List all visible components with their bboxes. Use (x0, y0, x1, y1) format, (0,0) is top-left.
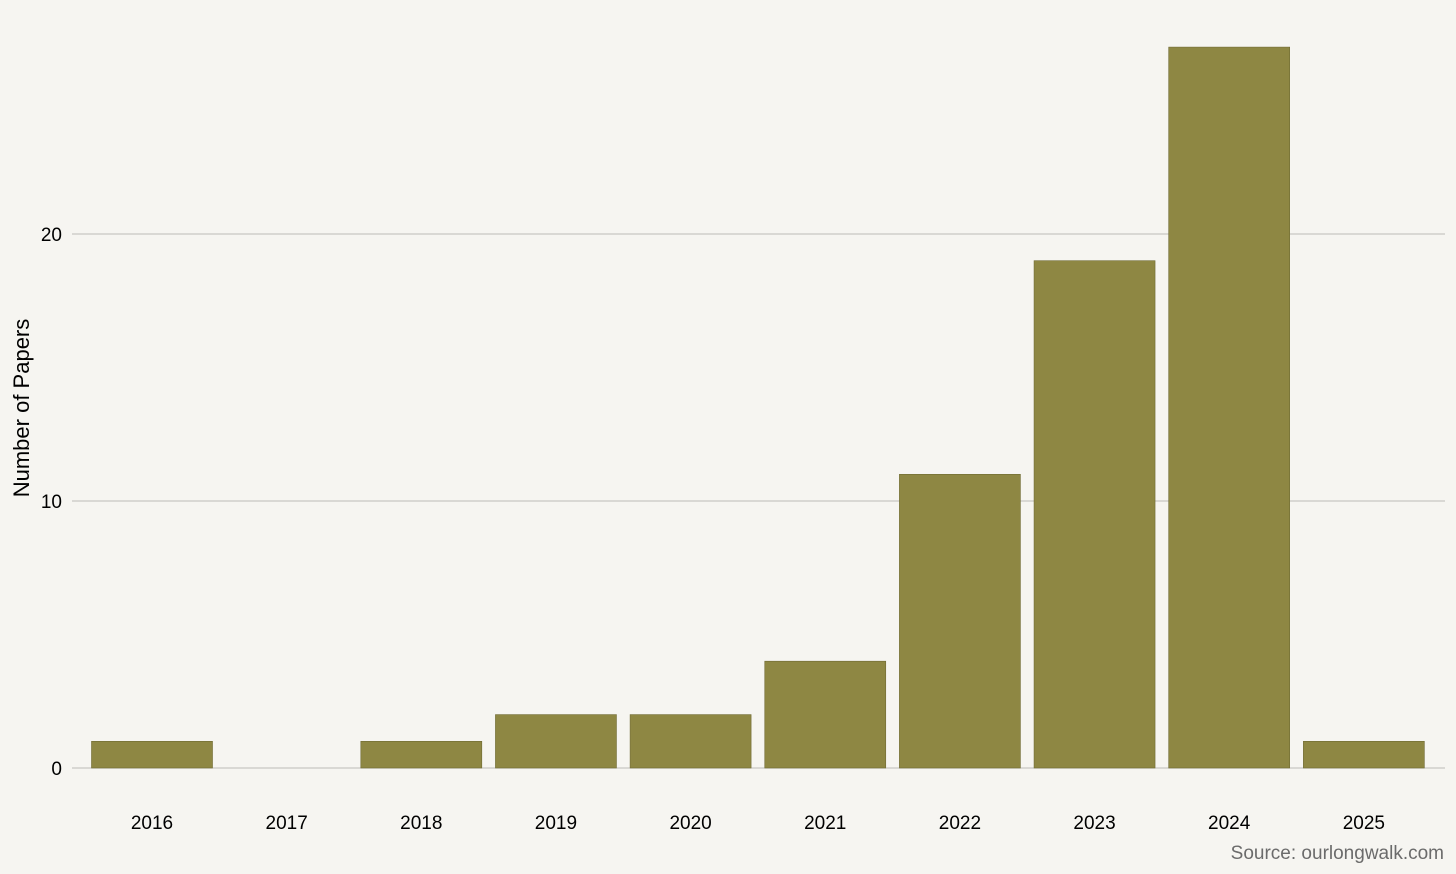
bar-2025 (1303, 740, 1425, 769)
y-tick-label: 20 (41, 225, 62, 246)
x-tick-label: 2024 (1208, 813, 1251, 834)
bar-2016 (91, 740, 213, 769)
x-tick-label: 2021 (804, 813, 846, 834)
bar-2022 (899, 473, 1021, 769)
x-tick-label: 2016 (131, 813, 173, 834)
bar-2021 (764, 660, 887, 769)
y-tick-label: 10 (41, 492, 62, 513)
bars (91, 46, 1425, 769)
x-tick-label: 2020 (669, 813, 711, 834)
bar-2018 (360, 740, 483, 769)
x-tick-label: 2025 (1343, 813, 1385, 834)
bar-2020 (629, 714, 752, 769)
y-axis-title: Number of Papers (9, 319, 34, 498)
x-tick-label: 2022 (939, 813, 981, 834)
y-tick-label: 0 (51, 759, 62, 780)
x-tick-label: 2019 (535, 813, 577, 834)
bar-2023 (1033, 260, 1156, 769)
y-axis-ticks: 0 10 20 (41, 225, 62, 780)
x-axis-ticks: 2016 2017 2018 2019 2020 2021 2022 2023 2024 2025 (131, 813, 1385, 834)
x-tick-label: 2018 (400, 813, 442, 834)
source-note: Source: ourlongwalk.com (1231, 843, 1444, 864)
x-tick-label: 2023 (1073, 813, 1115, 834)
bar-2019 (495, 714, 617, 769)
bar-2024 (1168, 46, 1290, 769)
x-tick-label: 2017 (266, 813, 308, 834)
